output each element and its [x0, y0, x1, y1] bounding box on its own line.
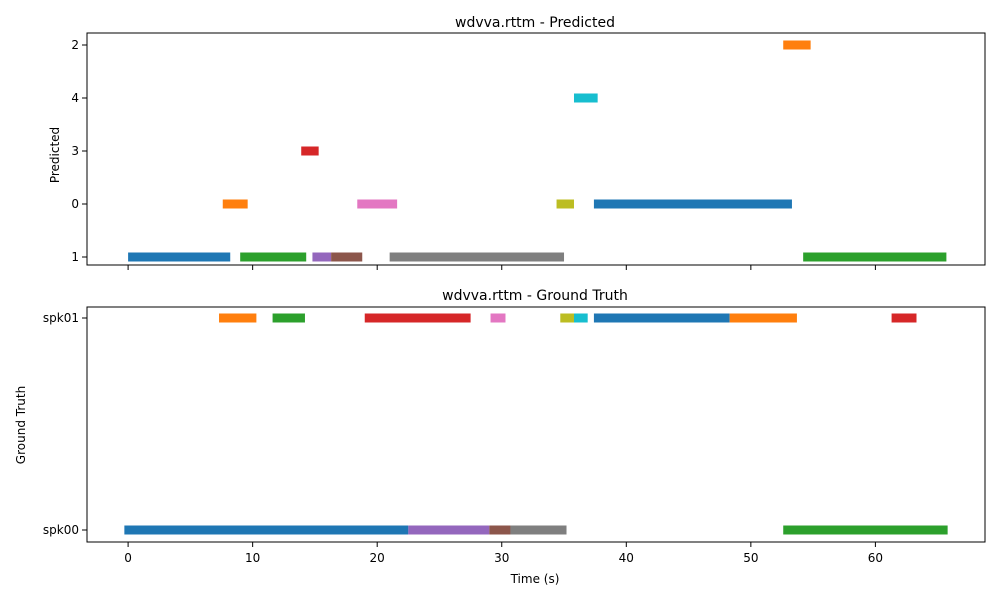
ground-truth-y-ticks: spk01 spk00 — [43, 311, 87, 537]
predicted-axes-frame — [86, 32, 986, 266]
ground-truth-panel: wdvva.rttm - Ground Truth Ground Truth s… — [14, 288, 986, 586]
ground-truth-y-tick-label: spk01 — [43, 311, 79, 325]
ground-truth-segment — [489, 525, 511, 535]
ground-truth-segment — [783, 525, 948, 535]
predicted-y-tick-label: 2 — [71, 38, 79, 52]
ground-truth-x-axis-label: Time (s) — [510, 572, 560, 586]
ground-truth-segment — [891, 313, 917, 323]
predicted-segment — [593, 199, 792, 209]
predicted-x-ticks — [127, 265, 876, 270]
ground-truth-x-tick-label: 0 — [124, 551, 132, 565]
predicted-segment — [389, 252, 565, 262]
ground-truth-segment — [573, 313, 588, 323]
ground-truth-x-tick-label: 20 — [370, 551, 385, 565]
ground-truth-x-tick-label: 30 — [494, 551, 509, 565]
predicted-y-tick-label: 3 — [71, 144, 79, 158]
ground-truth-y-tick-label: spk00 — [43, 523, 79, 537]
predicted-segment — [573, 93, 598, 103]
ground-truth-segment — [490, 313, 506, 323]
predicted-y-tick-label: 0 — [71, 197, 79, 211]
ground-truth-y-axis-label: Ground Truth — [14, 386, 28, 464]
ground-truth-chart-title: wdvva.rttm - Ground Truth — [442, 288, 628, 304]
predicted-segment — [222, 199, 248, 209]
predicted-panel: wdvva.rttm - Predicted Predicted 2 4 3 0 1 — [48, 15, 986, 270]
predicted-segment — [783, 40, 811, 50]
predicted-segment — [128, 252, 231, 262]
ground-truth-segment — [729, 313, 797, 323]
predicted-segment — [357, 199, 398, 209]
ground-truth-segment — [408, 525, 490, 535]
predicted-segments — [128, 40, 947, 262]
predicted-segment — [331, 252, 363, 262]
ground-truth-x-tick-label: 10 — [245, 551, 260, 565]
predicted-y-axis-label: Predicted — [48, 127, 62, 183]
ground-truth-segments — [124, 313, 948, 535]
predicted-y-tick-label: 1 — [71, 250, 79, 264]
ground-truth-segment — [560, 313, 574, 323]
ground-truth-x-tick-label: 60 — [868, 551, 883, 565]
ground-truth-segment — [510, 525, 567, 535]
ground-truth-segment — [593, 313, 730, 323]
predicted-segment — [301, 146, 319, 156]
ground-truth-x-ticks: 0 10 20 30 40 50 60 — [124, 542, 883, 565]
ground-truth-x-tick-label: 40 — [619, 551, 634, 565]
predicted-y-ticks: 2 4 3 0 1 — [71, 38, 87, 264]
predicted-chart-title: wdvva.rttm - Predicted — [455, 15, 615, 31]
predicted-segment — [312, 252, 332, 262]
ground-truth-segment — [272, 313, 305, 323]
predicted-segment — [240, 252, 307, 262]
ground-truth-segment — [124, 525, 409, 535]
predicted-segment — [803, 252, 947, 262]
ground-truth-axes-frame — [86, 306, 986, 543]
ground-truth-segment — [364, 313, 471, 323]
predicted-segment — [556, 199, 574, 209]
ground-truth-segment — [219, 313, 257, 323]
predicted-y-tick-label: 4 — [71, 91, 79, 105]
ground-truth-x-tick-label: 50 — [743, 551, 758, 565]
